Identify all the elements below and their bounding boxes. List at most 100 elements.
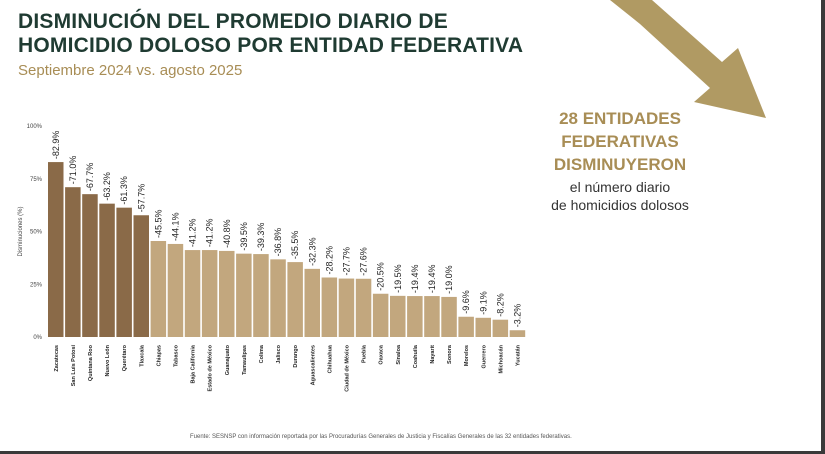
bar: [355, 278, 372, 337]
data-label: -27.6%: [359, 247, 369, 276]
data-label: -41.2%: [205, 219, 215, 248]
category-label: Quintana Roo: [88, 344, 94, 381]
data-label: -9.1%: [478, 291, 488, 315]
data-label: -19.4%: [410, 265, 420, 294]
data-label: -20.5%: [376, 262, 386, 291]
data-label: -61.3%: [119, 176, 129, 205]
page-subtitle: Septiembre 2024 vs. agosto 2025: [18, 62, 243, 79]
category-label: Sinaloa: [396, 344, 402, 365]
data-label: -19.4%: [427, 265, 437, 294]
category-label: Morelos: [464, 345, 470, 366]
data-label: -36.8%: [273, 228, 283, 257]
category-label: Oaxaca: [379, 344, 385, 365]
data-label: -39.5%: [239, 222, 249, 251]
bar: [150, 240, 167, 337]
category-label: Coahuila: [413, 344, 419, 368]
callout-line-1: 28 ENTIDADES: [559, 109, 681, 128]
callout-headline: 28 ENTIDADES FEDERATIVAS DISMINUYERON: [510, 107, 730, 176]
data-label: -19.0%: [444, 265, 454, 294]
category-label: Chihuahua: [327, 344, 333, 373]
data-label: -71.0%: [68, 156, 78, 185]
bar: [321, 277, 338, 337]
bar: [287, 262, 303, 337]
bar: [133, 215, 149, 337]
bar: [492, 319, 509, 337]
bar: [509, 330, 526, 337]
bar: [475, 317, 491, 337]
category-label: Guanajuato: [225, 344, 231, 375]
category-label: Estado de México: [208, 344, 214, 391]
data-label: -82.9%: [51, 131, 61, 160]
bar: [184, 250, 201, 337]
bar: [270, 259, 286, 337]
category-label: Chiapas: [156, 345, 162, 366]
bar: [236, 253, 252, 337]
bar: [424, 296, 440, 337]
callout-line-4: el número diario: [569, 179, 671, 195]
source-note: Fuente: SESNSP con información reportada…: [190, 434, 572, 440]
y-tick-label: 50%: [30, 230, 43, 236]
callout-line-2: FEDERATIVAS: [561, 132, 679, 151]
screen-edge-bottom: [0, 451, 825, 454]
summary-callout: 28 ENTIDADES FEDERATIVAS DISMINUYERON el…: [510, 107, 730, 214]
callout-description: el número diario de homicidios dolosos: [510, 178, 730, 214]
bar: [219, 250, 235, 337]
category-label: Nuevo León: [105, 344, 111, 376]
title-line-2: HOMICIDIO DOLOSO POR ENTIDAD FEDERATIVA: [18, 34, 524, 57]
data-label: -63.2%: [102, 172, 112, 201]
data-label: -57.7%: [136, 184, 146, 213]
callout-line-3: DISMINUYERON: [553, 155, 687, 174]
y-tick-label: 100%: [27, 124, 43, 130]
category-label: Michoacán: [498, 344, 504, 373]
data-label: -39.3%: [256, 223, 266, 252]
bar: [338, 278, 355, 337]
y-tick-label: 0%: [33, 335, 42, 341]
bar: [82, 194, 98, 337]
category-label: Yucatán: [515, 344, 521, 366]
category-label: Zacatecas: [54, 345, 60, 372]
category-label: Baja California: [191, 344, 197, 383]
bar: [253, 254, 269, 337]
data-label: -41.2%: [188, 219, 198, 248]
screen-edge-right: [821, 0, 825, 454]
y-tick-label: 25%: [30, 282, 43, 288]
data-label: -9.6%: [461, 290, 471, 314]
category-label: Jalisco: [276, 344, 282, 363]
title-line-1: DISMINUCIÓN DEL PROMEDIO DIARIO DE: [18, 10, 448, 33]
category-label: Querétaro: [122, 344, 128, 371]
callout-line-5: de homicidios dolosos: [551, 197, 689, 213]
category-label: Ciudad de México: [344, 344, 350, 391]
bar: [116, 207, 132, 337]
category-label: Guerrero: [481, 344, 487, 368]
category-label: Tabasco: [173, 344, 179, 367]
data-label: -45.5%: [153, 209, 163, 238]
data-label: -44.1%: [170, 212, 180, 241]
bar: [48, 162, 64, 337]
bar: [372, 293, 389, 337]
data-label: -35.5%: [290, 231, 300, 260]
category-label: Sonora: [447, 344, 453, 364]
data-label: -19.5%: [393, 264, 403, 293]
category-label: San Luis Potosí: [71, 345, 77, 387]
category-label: Colima: [259, 344, 265, 363]
bar: [441, 296, 457, 337]
bar: [65, 187, 81, 337]
data-label: -3.2%: [512, 304, 522, 328]
bar: [304, 268, 320, 337]
data-label: -67.7%: [85, 163, 95, 192]
bar: [458, 316, 474, 337]
bar: [201, 250, 218, 337]
bar: [390, 295, 406, 337]
y-tick-label: 75%: [30, 177, 43, 183]
category-label: Tamaulipas: [242, 345, 248, 375]
data-label: -28.2%: [324, 246, 334, 275]
category-label: Tlaxcala: [139, 344, 145, 367]
bar: [407, 296, 423, 337]
bar: [99, 203, 115, 337]
data-label: -40.8%: [222, 219, 232, 248]
data-label: -8.2%: [495, 293, 505, 317]
data-label: -27.7%: [341, 247, 351, 276]
category-label: Nayarit: [430, 345, 436, 364]
y-axis-label: Disminuciones (%): [18, 206, 24, 256]
